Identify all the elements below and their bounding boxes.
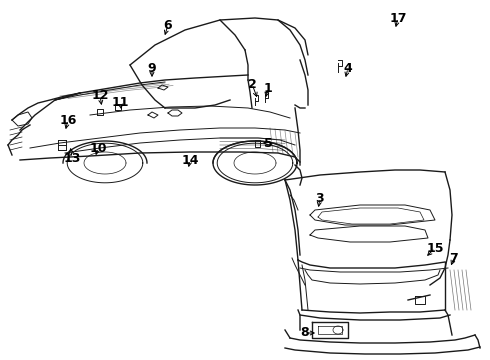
Text: 11: 11 xyxy=(111,95,129,108)
Text: 6: 6 xyxy=(164,18,172,32)
Text: 1: 1 xyxy=(264,81,272,95)
Text: 15: 15 xyxy=(426,242,444,255)
Text: 3: 3 xyxy=(316,192,324,204)
Text: 10: 10 xyxy=(89,141,107,154)
Text: 2: 2 xyxy=(247,77,256,90)
Text: 8: 8 xyxy=(301,327,309,339)
Text: 13: 13 xyxy=(63,152,81,165)
Text: 16: 16 xyxy=(59,113,77,126)
Text: 17: 17 xyxy=(389,12,407,24)
Text: 12: 12 xyxy=(91,89,109,102)
Text: 14: 14 xyxy=(181,153,199,166)
Text: 7: 7 xyxy=(450,252,458,265)
Text: 5: 5 xyxy=(264,136,272,149)
Text: 4: 4 xyxy=(343,62,352,75)
Text: 9: 9 xyxy=(147,62,156,75)
